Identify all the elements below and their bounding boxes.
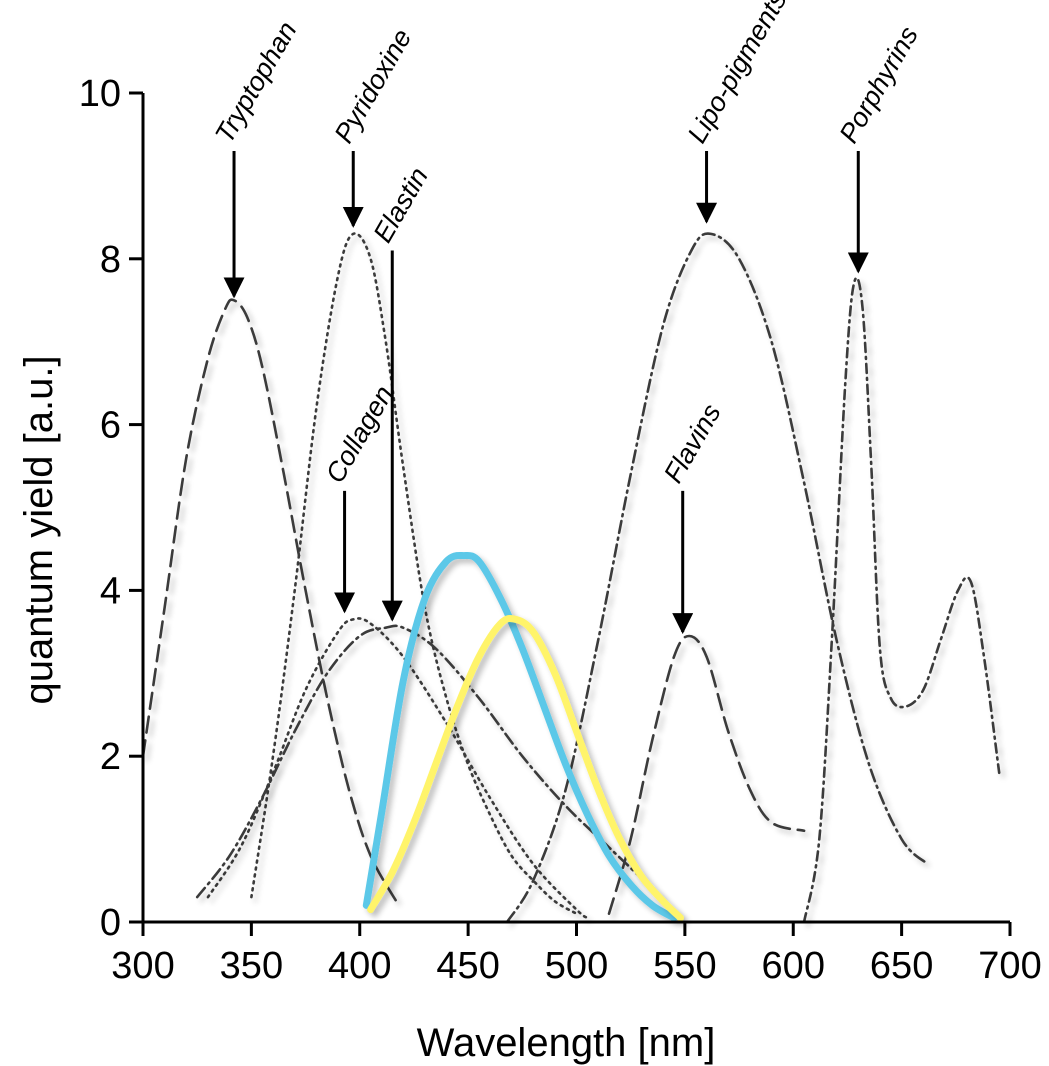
- annotation-collagen: Collagen: [320, 381, 399, 614]
- series-line-solid-8: [367, 614, 684, 922]
- x-tick-label: 350: [220, 945, 283, 987]
- y-tick-label: 6: [100, 405, 121, 447]
- x-tick-label: 300: [111, 945, 174, 987]
- x-tick-label: 450: [436, 945, 499, 987]
- y-axis-title: quantum yield [a.u.]: [17, 355, 61, 704]
- annotation-label: Flavins: [658, 399, 727, 488]
- annotation-flavins: Flavins: [658, 399, 727, 635]
- x-axis-title: Wavelength [nm]: [417, 1021, 716, 1065]
- series-line-flavins: [607, 634, 806, 915]
- y-tick-label: 2: [100, 736, 121, 778]
- annotation-layer: Tryptophan Pyridoxine Elastin Collagen Lipo-…: [209, 0, 924, 635]
- x-tick-label: 600: [762, 945, 825, 987]
- annotation-lipo-pigments: Lipo-pigments: [682, 0, 793, 224]
- x-tick-label: 400: [328, 945, 391, 987]
- x-ticks: 300 350 400 450 500 550 600 650 700: [111, 922, 1042, 987]
- annotation-label: Pyridoxine: [328, 24, 417, 148]
- series-line-collagen: [206, 617, 589, 920]
- series-line-elastin: [195, 624, 682, 920]
- y-tick-label: 4: [100, 570, 121, 612]
- series-line-pyridoxine: [250, 232, 578, 915]
- annotation-label: Lipo-pigments: [682, 0, 793, 148]
- annotation-tryptophan: Tryptophan: [209, 16, 303, 299]
- annotation-label: Collagen: [320, 381, 399, 488]
- annotation-label: Tryptophan: [209, 16, 302, 148]
- y-tick-label: 0: [100, 902, 121, 944]
- x-tick-label: 550: [653, 945, 716, 987]
- series-line-tryptophan: [141, 298, 401, 907]
- series-layer: [141, 232, 1001, 924]
- annotation-label: Elastin: [367, 162, 434, 247]
- y-ticks: 0 2 4 6 8 10: [79, 73, 143, 944]
- annotation-label: Porphyrins: [833, 21, 924, 148]
- annotation-porphyrins: Porphyrins: [833, 21, 924, 274]
- series-line-solid-7: [362, 551, 678, 922]
- y-tick-label: 10: [79, 73, 121, 115]
- y-tick-label: 8: [100, 239, 121, 281]
- x-tick-label: 500: [545, 945, 608, 987]
- x-tick-label: 700: [978, 945, 1041, 987]
- x-tick-label: 650: [870, 945, 933, 987]
- series-line-lipo-pigments: [505, 232, 929, 924]
- series-line-porphyrins: [802, 276, 1001, 924]
